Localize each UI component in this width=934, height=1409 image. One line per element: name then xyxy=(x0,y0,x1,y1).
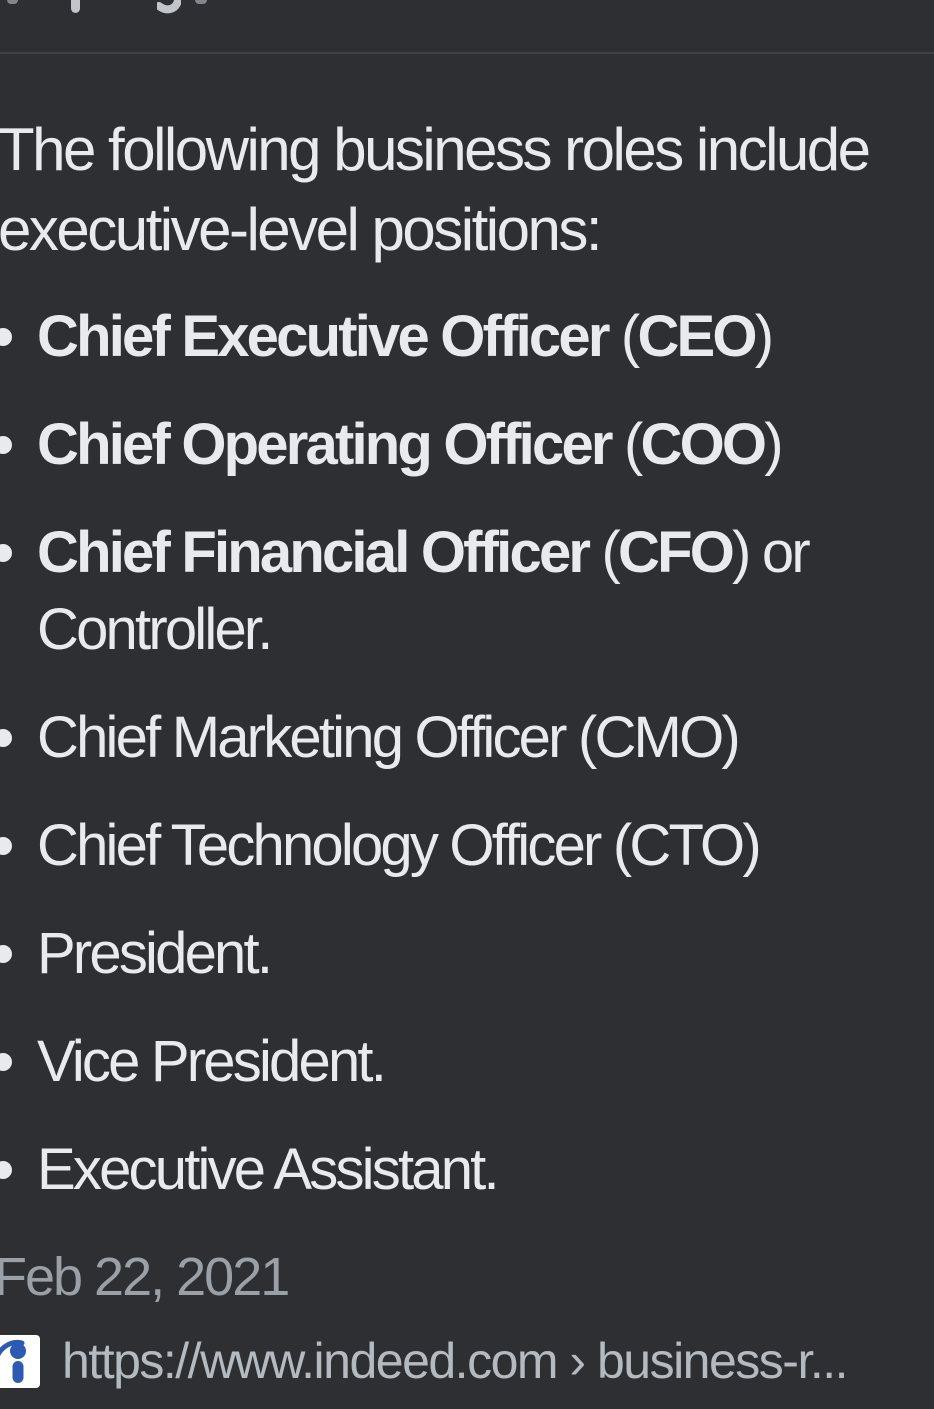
role-text: President. xyxy=(37,921,273,986)
list-item: Vice President. xyxy=(0,1023,917,1100)
role-text: Chief Technology Officer (CTO) xyxy=(37,813,762,878)
divider xyxy=(0,52,934,54)
snippet-date: Feb 22, 2021 xyxy=(0,1247,290,1307)
role-text: Vice President. xyxy=(37,1029,387,1094)
role-text: ) xyxy=(764,412,783,477)
role-text-bold: Chief Operating Officer xyxy=(37,412,613,477)
clipped-text-fragment xyxy=(157,0,181,14)
list-item: Chief Technology Officer (CTO) xyxy=(0,807,917,884)
list-item: Executive Assistant. xyxy=(0,1131,917,1208)
list-item: Chief Operating Officer (COO) xyxy=(0,406,917,483)
role-text: ( xyxy=(610,412,643,477)
role-text-bold: Chief Financial Officer xyxy=(37,520,591,585)
role-text: ) xyxy=(754,304,774,369)
role-text-bold: CFO xyxy=(618,520,735,585)
source-url: https://www.indeed.com › business-r... xyxy=(62,1333,849,1389)
role-text: Chief Marketing Officer (CMO) xyxy=(37,705,741,770)
clipped-previous-line xyxy=(0,0,934,52)
snippet-heading-line: The following business roles include xyxy=(0,116,871,183)
role-text: ( xyxy=(607,304,640,369)
list-item: Chief Financial Officer (CFO) or Control… xyxy=(0,514,917,668)
role-text: ) or Controller. xyxy=(37,520,811,662)
role-text: Executive Assistant. xyxy=(37,1137,500,1202)
role-text-bold: COO xyxy=(640,412,768,477)
role-text: ( xyxy=(588,520,620,585)
indeed-favicon-icon xyxy=(0,1335,40,1388)
clipped-text-fragment xyxy=(71,0,80,13)
role-text-bold: CEO xyxy=(637,304,757,369)
snippet-heading: The following business roles include exe… xyxy=(0,110,934,270)
source-link[interactable]: https://www.indeed.com › business-r... xyxy=(0,1335,934,1388)
snippet-heading-line: executive-level positions: xyxy=(0,196,603,263)
roles-list: Chief Executive Officer (CEO) Chief Opera… xyxy=(0,298,934,1208)
clipped-text-fragment xyxy=(7,0,18,4)
list-item: Chief Marketing Officer (CMO) xyxy=(0,699,917,776)
list-item: Chief Executive Officer (CEO) xyxy=(0,298,917,375)
clipped-text-fragment xyxy=(195,0,207,4)
role-text-bold: Chief Executive Officer xyxy=(37,304,610,369)
featured-snippet[interactable]: The following business roles include exe… xyxy=(0,54,934,1388)
list-item: President. xyxy=(0,915,917,992)
